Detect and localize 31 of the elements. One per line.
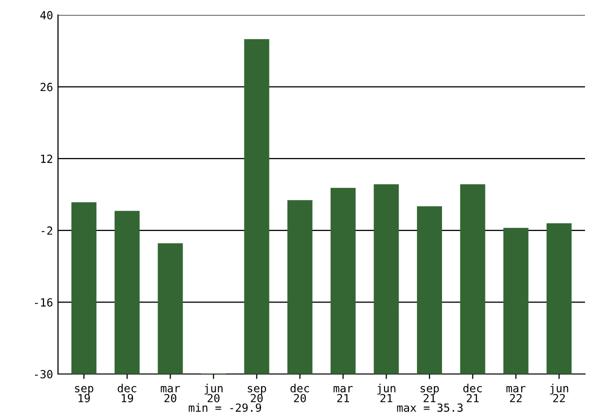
x-tick-label: dec 19 [118, 384, 136, 402]
y-tick-label: -30 [35, 370, 52, 378]
bar [244, 39, 270, 374]
x-tick-label: jun 20 [204, 384, 223, 402]
y-tick-label: -16 [35, 298, 52, 307]
y-tick-label: 26 [40, 82, 52, 92]
bar [546, 223, 572, 374]
x-tick-label: jun 21 [377, 384, 396, 402]
bar [460, 184, 486, 374]
x-tick-label: mar 22 [506, 386, 526, 402]
x-tick-label: jun 22 [550, 384, 568, 402]
y-tick-label: 12 [41, 154, 52, 163]
x-tick-label: dec 21 [463, 384, 482, 402]
bar [374, 184, 399, 374]
x-tick-label: sep 21 [420, 386, 439, 402]
bar [114, 210, 140, 374]
x-tick-label: mar 20 [160, 386, 180, 402]
y-tick-label: 40 [40, 11, 52, 20]
y-tick-label: -2 [42, 226, 52, 235]
bar [71, 202, 96, 374]
text: min = -29.9 [188, 403, 262, 412]
bar [158, 243, 183, 374]
text: max = 35.3 [397, 403, 463, 412]
x-tick-label: mar 21 [334, 386, 353, 402]
bar [503, 228, 528, 374]
bar [330, 188, 356, 374]
bar [416, 206, 442, 374]
x-tick-label: dec 20 [290, 384, 310, 402]
x-tick-label: sep 20 [248, 386, 266, 402]
x-tick-label: sep 19 [75, 386, 94, 402]
bar [287, 200, 312, 374]
